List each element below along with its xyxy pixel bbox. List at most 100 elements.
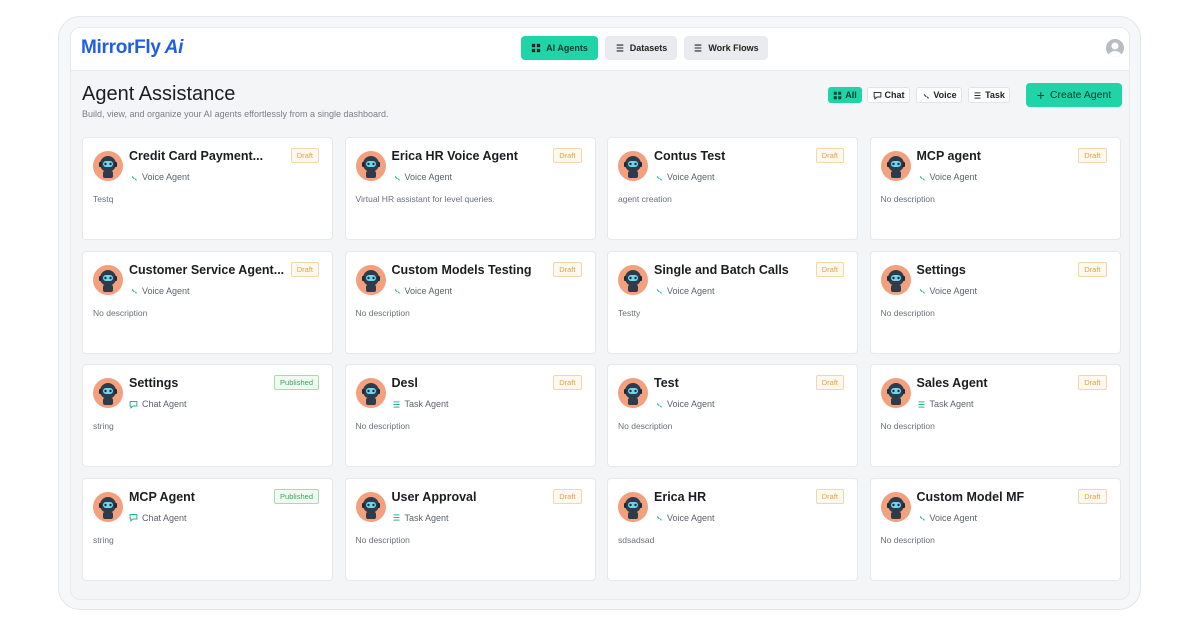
status-badge: Draft [815, 148, 844, 163]
agent-avatar [93, 378, 123, 408]
agent-card[interactable]: Desl Draft Task Agent No description [344, 364, 596, 467]
agent-card[interactable]: Test Draft Voice Agent No description [607, 364, 858, 467]
agent-name: Custom Model MF [916, 489, 1025, 504]
agent-card[interactable]: Single and Batch Calls Draft Voice Agent Te… [607, 250, 858, 354]
icon [131, 173, 137, 181]
agent-name: Customer Service Agent... [129, 262, 285, 277]
nav-button[interactable]: AI Agents [521, 36, 598, 60]
filter-chip[interactable]: Chat [867, 87, 910, 103]
avatar-image [93, 378, 123, 408]
status-badge: Draft [290, 261, 319, 277]
agent-type-label: Voice Agent [929, 285, 978, 296]
icon [393, 400, 399, 408]
agent-description: No description [355, 307, 410, 318]
agent-avatar [880, 151, 911, 181]
agent-card[interactable]: User Approval Draft Task Agent No descripti… [344, 477, 596, 581]
icon [918, 173, 925, 181]
agent-type-label: Voice Agent [404, 172, 453, 182]
icon [918, 287, 925, 294]
agent-type-label: Task Agent [404, 399, 449, 409]
agent-name: Contus Test [654, 149, 726, 163]
status-badge: Draft [815, 488, 844, 504]
agent-type-label: Voice Agent [667, 172, 715, 182]
agent-card[interactable]: Custom Model MF Draft Voice Agent No descri… [869, 477, 1121, 581]
agent-type-label: Chat Agent [142, 512, 187, 523]
agent-name: User Approval [391, 489, 477, 504]
icon [393, 173, 400, 181]
filter-chip[interactable]: Voice [916, 87, 962, 103]
status-badge: Draft [815, 375, 844, 390]
avatar-image [355, 151, 386, 181]
agent-card[interactable]: Credit Card Payment... Draft Voice Agent Te… [82, 137, 333, 240]
create-agent-button[interactable]: + Create Agent [1026, 83, 1122, 107]
agent-type-label: Voice Agent [404, 285, 453, 296]
logo: MirrorFly Ai [81, 37, 183, 59]
filter-chip[interactable]: All [828, 87, 862, 103]
status-badge: Draft [1078, 375, 1107, 390]
agent-description: No description [880, 307, 935, 318]
filter-label: Voice [933, 90, 957, 100]
agent-avatar [618, 151, 648, 181]
agent-card[interactable]: Customer Service Agent... Draft Voice Agen… [82, 250, 333, 354]
agent-card[interactable]: MCP Agent Published Chat Agent string [82, 477, 333, 581]
agent-avatar [93, 151, 123, 181]
status-badge: Draft [553, 148, 582, 163]
icon [974, 91, 981, 99]
avatar-image [880, 491, 911, 522]
status-badge: Published [274, 375, 319, 390]
agent-card[interactable]: Sales Agent Draft Task Agent No description [869, 364, 1121, 467]
agent-card[interactable]: Contus Test Draft Voice Agent agent creatio… [607, 137, 858, 240]
filter-chip[interactable]: Task [968, 87, 1010, 103]
profile-icon [1108, 42, 1122, 57]
agent-type-label: Voice Agent [667, 285, 715, 296]
agent-description: agent creation [618, 194, 672, 204]
avatar-image [880, 151, 911, 181]
agent-card[interactable]: Custom Models Testing Draft Voice Agent No … [344, 250, 596, 354]
agent-description: No description [880, 421, 935, 431]
agent-type-label: Voice Agent [929, 512, 978, 523]
agent-avatar [618, 378, 648, 408]
status-badge: Draft [290, 148, 319, 163]
logo-suffix: Ai [164, 37, 184, 58]
nav-button[interactable]: Work Flows [684, 36, 768, 60]
filter-label: Chat [884, 90, 905, 100]
agent-card[interactable]: MCP agent Draft Voice Agent No description [869, 137, 1121, 240]
agent-type: Task Agent [917, 399, 974, 409]
avatar-image [93, 151, 123, 181]
agent-description: string [93, 534, 114, 545]
profile-avatar[interactable] [1106, 39, 1124, 57]
nav-button[interactable]: Datasets [605, 36, 677, 60]
avatar-image [618, 264, 648, 295]
agent-type-label: Voice Agent [929, 172, 978, 182]
agent-description: No description [355, 421, 410, 431]
agent-avatar [93, 491, 123, 522]
avatar-image [355, 264, 386, 295]
icon [131, 287, 137, 294]
agent-avatar [618, 491, 648, 522]
icon [129, 514, 138, 522]
nav-label: Datasets [629, 43, 668, 53]
agent-type: Voice Agent [654, 172, 715, 182]
icon [656, 287, 662, 294]
avatar-image [93, 491, 123, 522]
icon [616, 44, 624, 52]
agent-avatar [880, 264, 911, 295]
agent-avatar [618, 264, 648, 295]
icon [918, 400, 924, 408]
create-agent-label: Create Agent [1049, 89, 1112, 101]
agent-type: Voice Agent [917, 512, 978, 523]
agent-name: MCP Agent [129, 489, 195, 504]
agent-card[interactable]: Erica HR Draft Voice Agent sdsadsad [607, 477, 858, 581]
icon [656, 514, 662, 521]
agent-description: sdsadsad [618, 534, 655, 545]
status-badge: Published [274, 488, 319, 504]
icon [923, 91, 930, 99]
agent-name: Erica HR Voice Agent [391, 149, 518, 163]
agent-card[interactable]: Erica HR Voice Agent Draft Voice Agent Virt… [344, 137, 596, 240]
icon [918, 514, 925, 521]
agent-card[interactable]: Settings Draft Voice Agent No description [869, 250, 1121, 354]
agent-type-label: Task Agent [929, 399, 974, 409]
agent-card[interactable]: Settings Published Chat Agent string [82, 364, 333, 467]
avatar-image [880, 378, 911, 408]
agent-description: Virtual HR assistant for level queries. [355, 194, 495, 204]
